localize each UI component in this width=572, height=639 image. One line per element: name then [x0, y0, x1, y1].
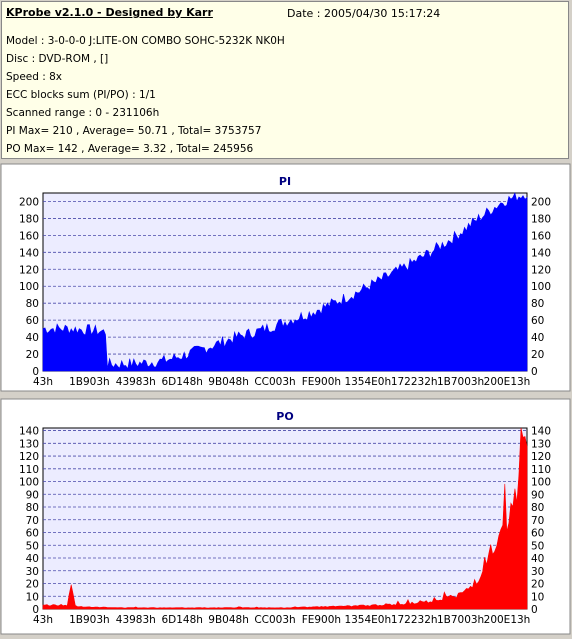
- range-line: Scanned range : 0 - 231106h: [6, 107, 160, 119]
- po-ytick-label-left: 110: [19, 464, 39, 476]
- po-xtick-label: 1354E0h: [344, 614, 391, 626]
- po-ytick-label-left: 0: [32, 604, 39, 616]
- pi-ytick-label-left: 80: [26, 298, 39, 310]
- po-xtick-label: 1B903h: [69, 614, 110, 626]
- pi-xtick-label: 1354E0h: [344, 376, 391, 388]
- pi-summary-line: PI Max= 210 , Average= 50.71 , Total= 37…: [6, 125, 262, 137]
- pi-xtick-label: 6D148h: [161, 376, 202, 388]
- po-ytick-label-right: 50: [531, 540, 544, 552]
- pi-ytick-label-right: 80: [531, 298, 544, 310]
- po-xtick-label: FE900h: [302, 614, 341, 626]
- pi-ytick-label-right: 160: [531, 230, 551, 242]
- po-ytick-label-right: 140: [531, 426, 551, 438]
- po-ytick-label-left: 140: [19, 426, 39, 438]
- pi-ytick-label-left: 100: [19, 281, 39, 293]
- pi-ytick-label-left: 40: [26, 332, 39, 344]
- po-xtick-label: 43h: [33, 614, 53, 626]
- pi-title: PI: [279, 175, 291, 188]
- pi-xtick-label: CC003h: [254, 376, 295, 388]
- pi-ytick-label-left: 0: [32, 366, 39, 378]
- pi-xtick-label: 200E13h: [484, 376, 531, 388]
- po-xtick-label: 200E13h: [484, 614, 531, 626]
- model-line: Model : 3-0-0-0 J:LITE-ON COMBO SOHC-523…: [6, 35, 285, 47]
- pi-ytick-label-right: 20: [531, 349, 544, 361]
- po-ytick-label-right: 20: [531, 579, 544, 591]
- po-ytick-label-right: 80: [531, 502, 544, 514]
- po-ytick-label-left: 70: [26, 515, 39, 527]
- po-ytick-label-left: 100: [19, 477, 39, 489]
- pi-xtick-label: 1B7003h: [437, 376, 484, 388]
- pi-ytick-label-left: 20: [26, 349, 39, 361]
- pi-ytick-label-right: 40: [531, 332, 544, 344]
- pi-xtick-label: 172232h: [391, 376, 438, 388]
- po-xtick-label: CC003h: [254, 614, 295, 626]
- pi-ytick-label-right: 140: [531, 247, 551, 259]
- po-ytick-label-right: 90: [531, 489, 544, 501]
- disc-line: Disc : DVD-ROM , []: [6, 53, 109, 65]
- pi-ytick-label-right: 180: [531, 213, 551, 225]
- po-ytick-label-right: 120: [531, 451, 551, 463]
- po-ytick-label-right: 0: [531, 604, 538, 616]
- po-plot-area: [42, 427, 528, 610]
- po-ytick-label-left: 20: [26, 579, 39, 591]
- po-ytick-label-left: 60: [26, 528, 39, 540]
- pi-ytick-label-left: 200: [19, 196, 39, 208]
- speed-line: Speed : 8x: [6, 71, 63, 83]
- po-ytick-label-right: 10: [531, 591, 544, 603]
- po-ytick-label-left: 80: [26, 502, 39, 514]
- ecc-line: ECC blocks sum (PI/PO) : 1/1: [6, 89, 156, 101]
- pi-ytick-label-left: 160: [19, 230, 39, 242]
- po-ytick-label-left: 30: [26, 566, 39, 578]
- po-ytick-label-right: 110: [531, 464, 551, 476]
- pi-chart-panel: PI 0 0 20 20 40 40 60 60 80 80 100 100 120 120 140 140 16…: [0, 163, 572, 393]
- po-ytick-label-right: 30: [531, 566, 544, 578]
- po-xtick-label: 1B7003h: [437, 614, 484, 626]
- po-title: PO: [276, 410, 293, 423]
- po-ytick-label-left: 50: [26, 540, 39, 552]
- pi-ytick-label-right: 0: [531, 366, 538, 378]
- po-ytick-label-right: 40: [531, 553, 544, 565]
- pi-ytick-label-left: 60: [26, 315, 39, 327]
- pi-xtick-label: 1B903h: [69, 376, 110, 388]
- pi-xtick-label: 43983h: [116, 376, 156, 388]
- app-title: KProbe v2.1.0 - Designed by Karr: [6, 6, 213, 19]
- po-ytick-label-right: 100: [531, 477, 551, 489]
- scan-date: Date : 2005/04/30 15:17:24: [287, 7, 441, 20]
- po-ytick-label-right: 60: [531, 528, 544, 540]
- pi-xtick-label: 43h: [33, 376, 53, 388]
- po-ytick-label-left: 90: [26, 489, 39, 501]
- info-panel: KProbe v2.1.0 - Designed by Karr Date : …: [1, 1, 569, 159]
- pi-series-area: [42, 192, 528, 372]
- pi-ytick-label-right: 60: [531, 315, 544, 327]
- pi-xtick-label: FE900h: [302, 376, 341, 388]
- po-xtick-label: 172232h: [391, 614, 438, 626]
- po-ytick-label-right: 70: [531, 515, 544, 527]
- po-chart-panel: PO 0 0 10 10 20 20 30 30 40 40 50 50 60 60 70 70 80 80 90 90…: [0, 398, 572, 636]
- po-summary-line: PO Max= 142 , Average= 3.32 , Total= 245…: [6, 143, 254, 155]
- po-xtick-label: 6D148h: [161, 614, 202, 626]
- pi-ytick-label-left: 180: [19, 213, 39, 225]
- po-ytick-label-left: 40: [26, 553, 39, 565]
- pi-xtick-label: 9B048h: [208, 376, 249, 388]
- po-ytick-label-left: 10: [26, 591, 39, 603]
- po-series-area: [42, 427, 528, 610]
- pi-ytick-label-left: 140: [19, 247, 39, 259]
- pi-ytick-label-right: 200: [531, 196, 551, 208]
- po-xtick-label: 9B048h: [208, 614, 249, 626]
- pi-ytick-label-right: 100: [531, 281, 551, 293]
- pi-chart: PI 0 0 20 20 40 40 60 60 80 80 100 100 120 120 140 140 16…: [0, 163, 571, 392]
- po-xtick-label: 43983h: [116, 614, 156, 626]
- po-ytick-label-right: 130: [531, 438, 551, 450]
- po-ytick-label-left: 120: [19, 451, 39, 463]
- pi-ytick-label-left: 120: [19, 264, 39, 276]
- po-ytick-label-left: 130: [19, 438, 39, 450]
- pi-ytick-label-right: 120: [531, 264, 551, 276]
